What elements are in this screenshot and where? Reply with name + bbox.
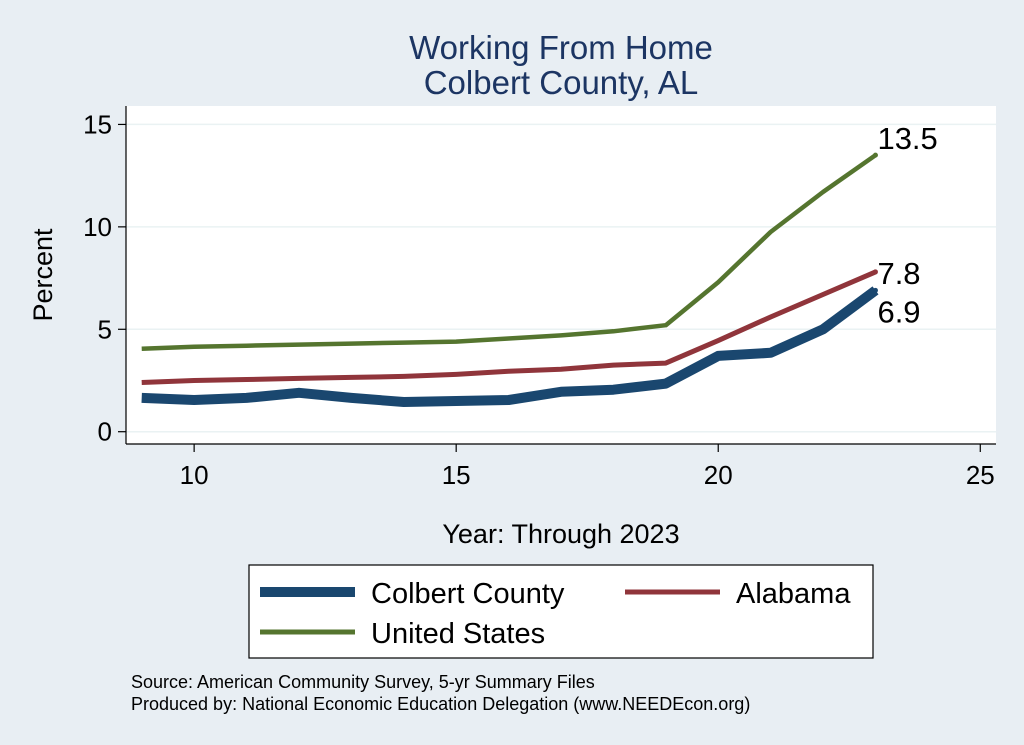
end-label-alabama: 7.8 (877, 256, 920, 291)
y-tick-label: 15 (83, 109, 112, 139)
x-tick-label: 15 (442, 460, 471, 490)
source-note: Source: American Community Survey, 5-yr … (131, 672, 595, 692)
legend-box (248, 564, 874, 659)
end-label-colbert-county: 6.9 (877, 294, 920, 329)
series-lines (141, 153, 879, 407)
legend-label-united-states: United States (371, 618, 545, 650)
end-label-united-states: 13.5 (877, 121, 937, 156)
axes: 0 5 10 15 10 15 20 25 (83, 106, 996, 490)
legend: Colbert County Alabama United States (248, 564, 874, 659)
legend-label-alabama: Alabama (736, 578, 851, 610)
y-tick-label: 10 (83, 212, 112, 242)
end-labels: 6.97.8 13.5 (872, 121, 938, 329)
producer-note: Produced by: National Economic Education… (131, 694, 750, 714)
series-line-colbert-county (141, 286, 879, 407)
y-tick-label: 5 (98, 314, 112, 344)
gridlines (126, 123, 996, 433)
end-point-colbert-county (872, 287, 878, 293)
y-axis-title: Percent (28, 228, 58, 322)
end-point-united-states (872, 152, 878, 158)
legend-label-colbert-county: Colbert County (371, 578, 565, 610)
x-tick-label: 25 (966, 460, 995, 490)
chart-title-line-1: Working From Home (409, 29, 713, 66)
chart-title-line-2: Colbert County, AL (424, 64, 699, 101)
series-line-united-states (141, 153, 877, 351)
end-point-alabama (872, 269, 878, 275)
x-tick-label: 20 (704, 460, 733, 490)
y-tick-label: 0 (98, 417, 112, 447)
x-axis-title: Year: Through 2023 (442, 519, 679, 549)
x-tick-label: 10 (180, 460, 209, 490)
series-line-alabama (141, 269, 877, 385)
